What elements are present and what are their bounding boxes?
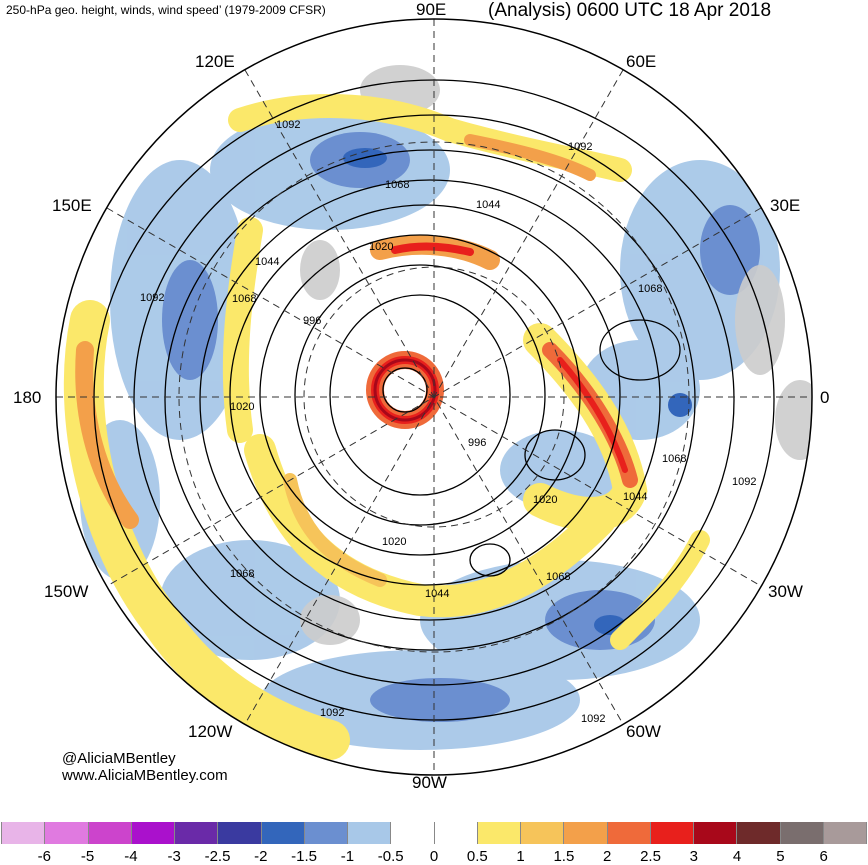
colorbar-cell	[564, 822, 608, 844]
contour-label-1092-d: 1092	[732, 476, 756, 488]
colorbar-cell	[780, 822, 824, 844]
colorbar-cell	[175, 822, 219, 844]
colorbar-tick-label: -3	[167, 848, 181, 865]
lon-label-120w: 120W	[188, 722, 233, 741]
colorbar-cell	[45, 822, 89, 844]
contour-label-1044-b: 1044	[255, 256, 279, 268]
contour-label-996-b: 996	[468, 437, 486, 449]
contour-label-1068-c: 1068	[232, 293, 256, 305]
pole-jet-maximum	[366, 351, 444, 429]
colorbar-cell	[88, 822, 132, 844]
contour-label-1044-a: 1044	[476, 199, 500, 211]
colorbar-cell	[218, 822, 262, 844]
colorbar-tick-label: 2	[603, 848, 612, 865]
graticule	[56, 19, 812, 775]
contour-label-1020-b: 1020	[230, 401, 254, 413]
colorbar-tick-label: 1	[516, 848, 525, 865]
lon-label-60w: 60W	[626, 722, 661, 741]
colorbar-cell	[694, 822, 738, 844]
lon-label-90e: 90E	[416, 0, 447, 19]
credit-handle: @AliciaMBentley	[62, 750, 176, 767]
colorbar-tick-label: 3	[689, 848, 698, 865]
contour-label-1020-a: 1020	[369, 241, 393, 253]
map-title: 250-hPa geo. height, winds, wind speed’ …	[6, 3, 326, 17]
contour-value-labels: 1092 1068 1044 1020 1092 1068 1044 1092 …	[140, 119, 756, 725]
contour-label-1068-e: 1068	[546, 571, 570, 583]
lon-label-180: 180	[13, 388, 42, 407]
colorbar-cell	[304, 822, 348, 844]
lon-label-0: 0	[820, 388, 830, 407]
lon-label-120e: 120E	[195, 52, 235, 71]
colorbar-tick-label: -2	[254, 848, 268, 865]
colorbar-tick-label: 2.5	[640, 848, 661, 865]
colorbar-tick-label: 4	[732, 848, 742, 865]
colorbar-tick-label: 5	[776, 848, 785, 865]
contour-label-1068-b: 1068	[638, 283, 662, 295]
colorbar-cell	[650, 822, 694, 844]
contour-label-1020-c: 1020	[533, 494, 557, 506]
lon-label-90w: 90W	[412, 773, 447, 792]
contour-label-1044-d: 1044	[425, 588, 449, 600]
colorbar-tick-label: 6	[819, 848, 828, 865]
colorbar-cell	[607, 822, 651, 844]
contour-label-1092-a: 1092	[276, 119, 300, 131]
colorbar-tick-label: 0	[429, 848, 439, 865]
colorbar	[1, 822, 867, 844]
colorbar-cell	[348, 822, 392, 844]
contour-label-1020-d: 1020	[382, 536, 406, 548]
analysis-time: (Analysis) 0600 UTC 18 Apr 2018	[488, 0, 772, 21]
credit-website: www.AliciaMBentley.com	[62, 767, 228, 784]
contour-label-1044-c: 1044	[623, 491, 647, 503]
colorbar-tick-label: -0.5	[377, 848, 404, 865]
colorbar-cell	[131, 822, 175, 844]
colorbar-tick-label: 0.5	[466, 848, 488, 865]
contour-label-996-a: 996	[303, 315, 321, 327]
colorbar-cell	[737, 822, 781, 844]
colorbar-tick-label: -5	[80, 848, 95, 865]
colorbar-cell	[434, 822, 478, 844]
colorbar-tick-label: -2.5	[204, 848, 231, 865]
contour-label-1068-d: 1068	[662, 453, 686, 465]
contour-label-1068-a: 1068	[385, 179, 409, 191]
positive-anomaly-shading	[63, 94, 710, 760]
colorbar-cell	[391, 822, 435, 844]
lon-label-150e: 150E	[52, 196, 92, 215]
lon-label-30w: 30W	[768, 582, 803, 601]
colorbar-cell	[261, 822, 305, 844]
contour-label-1092-e: 1092	[320, 707, 344, 719]
lon-label-60e: 60E	[626, 52, 657, 71]
lon-label-30e: 30E	[770, 196, 801, 215]
colorbar-tick-label: -1.5	[291, 848, 318, 865]
colorbar-tick-label: 1.5	[553, 848, 575, 865]
contour-label-1068-f: 1068	[230, 568, 254, 580]
colorbar-cell	[1, 822, 46, 844]
contour-label-1092-b: 1092	[568, 141, 592, 153]
map-boundary	[55, 18, 813, 776]
colorbar-tick-label: -4	[124, 848, 138, 865]
colorbar-cell	[521, 822, 565, 844]
colorbar-tick-label: -1	[340, 848, 355, 865]
colorbar-labels: -6 -5 -4 -3 -2.5 -2 -1.5 -1 -0.5 0 0.5 1 1.5 2 2.5 3 4 5 6	[0, 848, 868, 865]
colorbar-tick-label: -6	[37, 848, 51, 865]
colorbar-cell	[477, 822, 521, 844]
lon-label-150w: 150W	[44, 582, 89, 601]
colorbar-cell	[823, 822, 867, 844]
contour-label-1092-f: 1092	[581, 713, 605, 725]
contour-label-1092-c: 1092	[140, 292, 164, 304]
